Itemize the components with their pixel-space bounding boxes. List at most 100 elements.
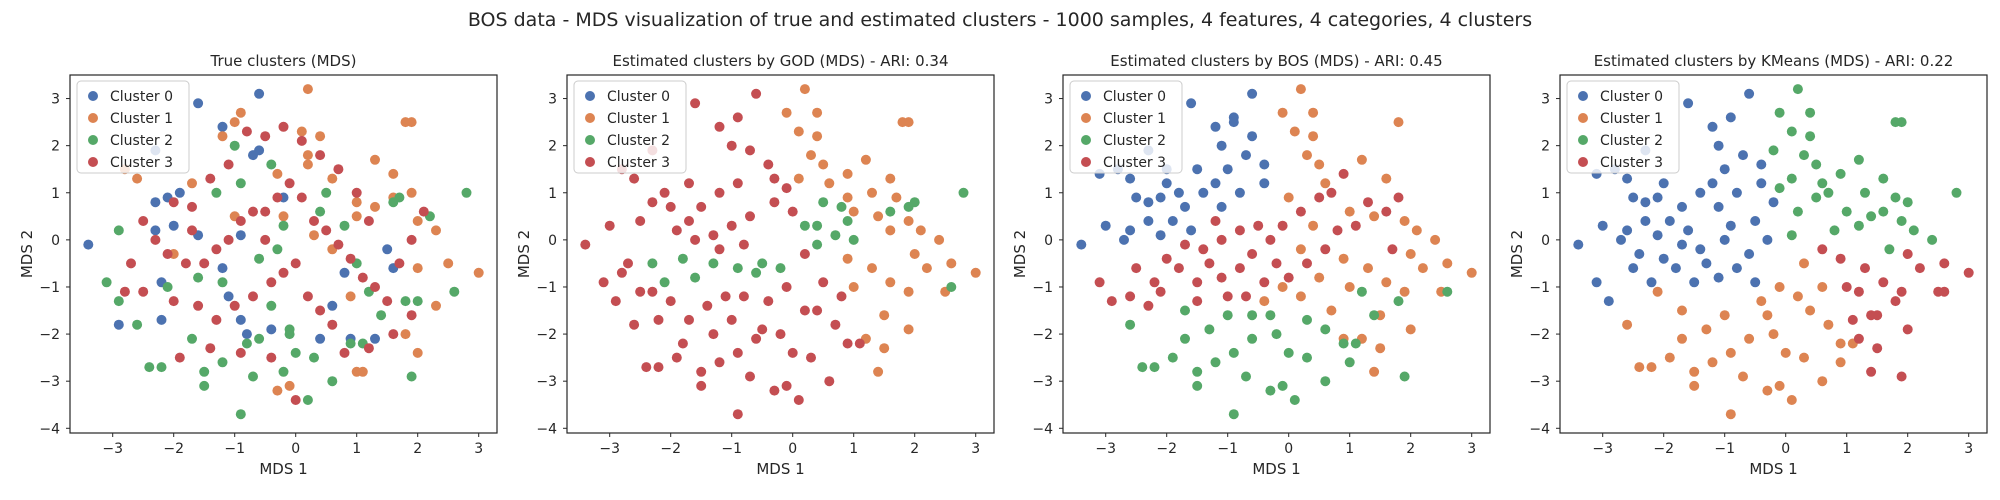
scatter-point: [278, 366, 289, 377]
scatter-point: [1622, 173, 1633, 184]
scatter-point: [1344, 357, 1355, 368]
series-cluster-0: [1573, 88, 1779, 307]
scatter-point: [394, 258, 405, 269]
scatter-point: [1381, 173, 1392, 184]
scatter-point: [1363, 263, 1373, 274]
legend-box: [1069, 80, 1183, 174]
scatter-point: [1271, 329, 1282, 340]
scatter-point: [327, 173, 338, 184]
scatter-point: [1878, 206, 1889, 217]
scatter-point: [150, 234, 161, 245]
scatter-point: [211, 244, 222, 255]
scatter-point: [1204, 324, 1215, 335]
scatter-point: [223, 234, 234, 245]
x-tick-label: 2: [910, 441, 919, 457]
scatter-point: [162, 249, 173, 259]
scatter-point: [1143, 216, 1154, 226]
scatter-point: [1100, 220, 1111, 231]
legend-marker: [585, 135, 595, 145]
scatter-point: [266, 352, 277, 363]
legend-label: Cluster 3: [1103, 155, 1166, 171]
scatter-point: [1853, 220, 1864, 231]
scatter-point: [1719, 164, 1730, 175]
scatter-point: [1259, 277, 1270, 288]
y-tick-label: −4: [1032, 421, 1053, 437]
scatter-point: [211, 314, 222, 325]
scatter-point: [1652, 192, 1663, 203]
legend-marker: [1081, 157, 1091, 167]
scatter-point: [1119, 234, 1129, 245]
scatter-point: [1216, 140, 1227, 151]
series-cluster-2: [1125, 286, 1453, 420]
y-tick-label: 1: [548, 186, 557, 202]
scatter-point: [248, 206, 258, 217]
scatter-point: [1204, 258, 1215, 269]
scatter-point: [1866, 211, 1877, 222]
scatter-point: [848, 282, 859, 292]
plot-frame: [69, 74, 498, 434]
scatter-point: [1356, 286, 1367, 297]
scatter-point: [1719, 310, 1730, 321]
scatter-point: [726, 220, 737, 231]
y-tick-label: 2: [51, 139, 60, 155]
scatter-point: [1344, 206, 1355, 217]
scatter-point: [909, 249, 920, 259]
scatter-point: [370, 201, 380, 212]
scatter-point: [1399, 216, 1410, 226]
scatter-point: [848, 206, 859, 217]
scatter-point: [1350, 220, 1361, 231]
scatter-point: [1731, 263, 1742, 274]
scatter-point: [431, 225, 441, 236]
scatter-point: [1683, 98, 1694, 109]
scatter-point: [1295, 84, 1306, 95]
scatter-point: [1143, 300, 1154, 311]
scatter-point: [812, 305, 823, 316]
subplot-0: True clusters (MDS) −3 −2 −1 0 1 2 3 −4 −3 −2 −1 0 1 2…: [18, 52, 498, 478]
scatter-point: [1823, 187, 1834, 198]
scatter-point: [1125, 173, 1136, 184]
scatter-point: [1738, 150, 1748, 161]
scatter-point: [241, 338, 252, 349]
scatter-point: [199, 258, 210, 269]
scatter-point: [339, 347, 350, 358]
scatter-point: [647, 197, 658, 208]
y-tick-label: −1: [536, 280, 557, 296]
scatter-point: [629, 319, 640, 330]
scatter-point: [842, 338, 853, 349]
scatter-point: [1265, 234, 1276, 245]
scatter-point: [302, 159, 313, 170]
scatter-point: [406, 310, 417, 321]
scatter-point: [958, 187, 969, 198]
scatter-point: [1786, 173, 1797, 184]
scatter-point: [1750, 277, 1761, 288]
scatter-point: [1774, 380, 1785, 391]
scatter-point: [1381, 277, 1392, 288]
scatter-point: [1186, 225, 1197, 236]
scatter-point: [1387, 244, 1398, 255]
scatter-point: [266, 324, 277, 335]
x-tick-label: −3: [102, 441, 123, 457]
scatter-point: [1835, 338, 1846, 349]
scatter-point: [1896, 286, 1907, 297]
scatter-point: [873, 211, 884, 222]
scatter-point: [187, 178, 197, 189]
legend-label: Cluster 0: [607, 89, 670, 105]
scatter-point: [824, 376, 835, 387]
scatter-point: [1750, 216, 1761, 226]
x-tick-label: −3: [1592, 441, 1613, 457]
scatter-point: [315, 333, 326, 344]
scatter-point: [1241, 150, 1251, 161]
scatter-point: [113, 319, 124, 330]
scatter-point: [162, 282, 173, 292]
x-tick-label: −1: [1217, 441, 1238, 457]
scatter-point: [1677, 333, 1687, 344]
y-tick-label: 2: [548, 139, 557, 155]
scatter-point: [394, 192, 405, 203]
scatter-point: [818, 277, 829, 288]
scatter-point: [598, 277, 609, 288]
y-tick-label: −4: [536, 421, 557, 437]
scatter-point: [217, 277, 228, 288]
scatter-point: [1106, 296, 1117, 307]
scatter-point: [1289, 126, 1300, 137]
scatter-point: [1628, 263, 1639, 274]
